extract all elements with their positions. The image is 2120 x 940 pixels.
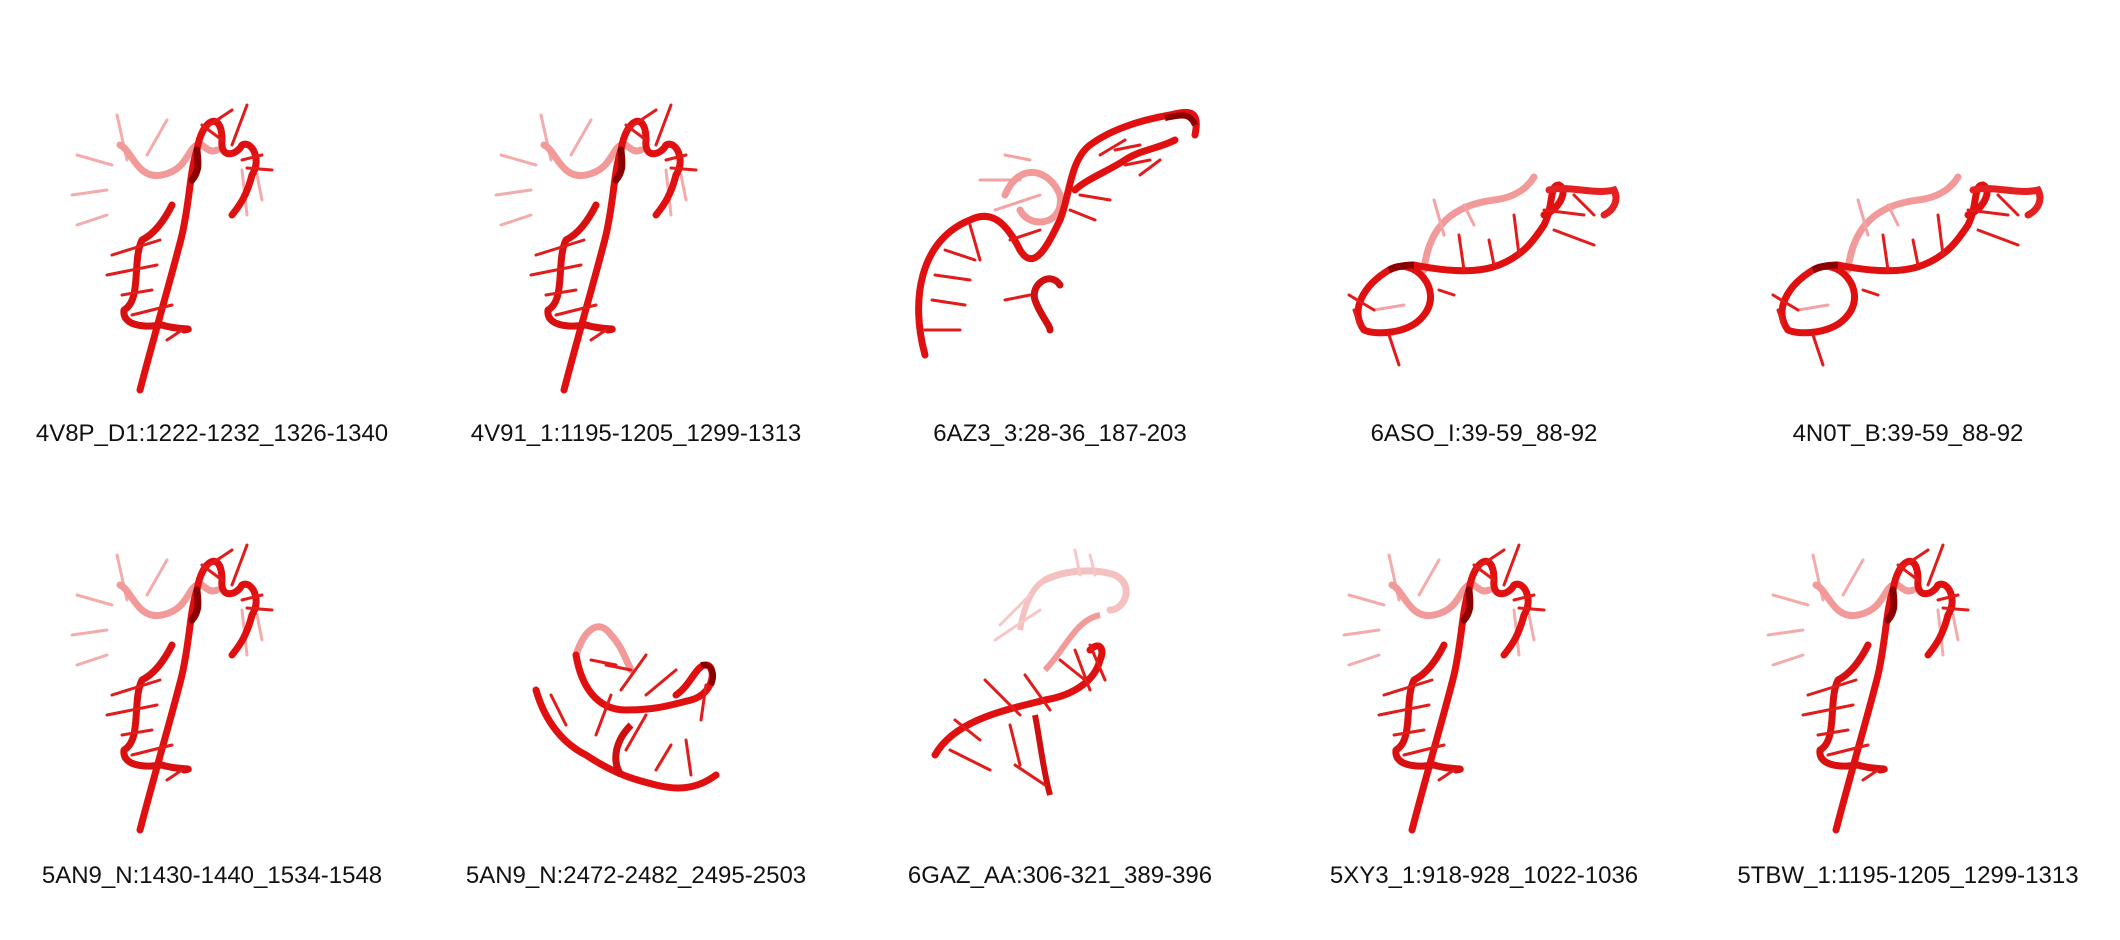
rna-motif-structure-icon xyxy=(1758,535,2058,835)
gallery-item-8: 6GAZ_AA:306-321_389-396 xyxy=(848,440,1272,889)
gallery-item-10: 5TBW_1:1195-1205_1299-1313 xyxy=(1696,440,2120,889)
gallery-item-7: 5AN9_N:2472-2482_2495-2503 xyxy=(424,440,848,889)
gallery-item-6: 5AN9_N:1430-1440_1534-1548 xyxy=(0,440,424,889)
gallery-item-1: 4V8P_D1:1222-1232_1326-1340 xyxy=(0,0,424,447)
motif-caption: 4V91_1:1195-1205_1299-1313 xyxy=(470,420,802,447)
rna-motif-structure-icon xyxy=(1334,535,1634,835)
motif-caption: 5TBW_1:1195-1205_1299-1313 xyxy=(1737,862,2079,889)
gallery-item-9: 5XY3_1:918-928_1022-1036 xyxy=(1272,440,1696,889)
motif-caption: 6AZ3_3:28-36_187-203 xyxy=(933,420,1187,447)
rna-motif-structure-icon xyxy=(1758,95,2058,395)
motif-caption: 4N0T_B:39-59_88-92 xyxy=(1792,420,2024,447)
rna-motif-structure-icon xyxy=(910,95,1210,395)
motif-caption: 4V8P_D1:1222-1232_1326-1340 xyxy=(35,420,389,447)
motif-caption: 5AN9_N:2472-2482_2495-2503 xyxy=(465,862,807,889)
gallery-item-3: 6AZ3_3:28-36_187-203 xyxy=(848,0,1272,447)
motif-caption: 5XY3_1:918-928_1022-1036 xyxy=(1329,862,1639,889)
gallery-item-5: 4N0T_B:39-59_88-92 xyxy=(1696,0,2120,447)
rna-motif-structure-icon xyxy=(1334,95,1634,395)
rna-motif-structure-icon xyxy=(486,535,786,835)
motif-caption: 6ASO_I:39-59_88-92 xyxy=(1370,420,1598,447)
rna-motif-structure-icon xyxy=(486,95,786,395)
motif-caption: 6GAZ_AA:306-321_389-396 xyxy=(907,862,1213,889)
gallery-item-4: 6ASO_I:39-59_88-92 xyxy=(1272,0,1696,447)
motif-caption: 5AN9_N:1430-1440_1534-1548 xyxy=(41,862,383,889)
gallery-item-2: 4V91_1:1195-1205_1299-1313 xyxy=(424,0,848,447)
rna-motif-structure-icon xyxy=(62,95,362,395)
rna-motif-structure-icon xyxy=(62,535,362,835)
rna-motif-structure-icon xyxy=(910,535,1210,835)
